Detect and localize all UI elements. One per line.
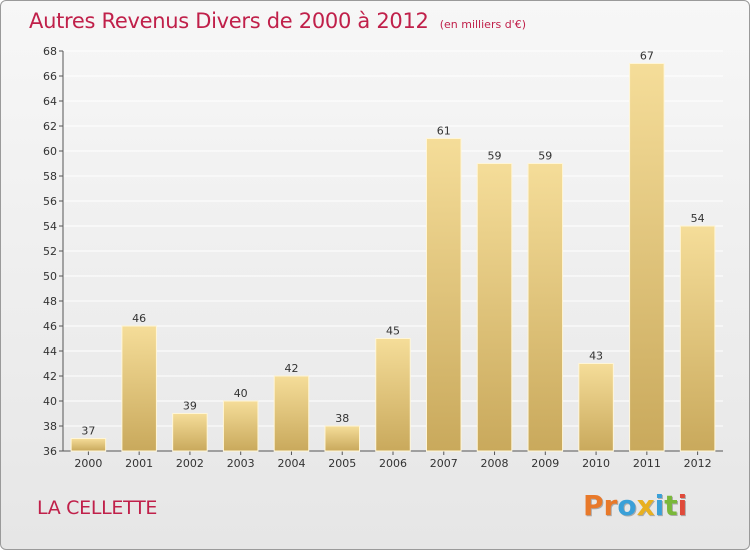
bar-2001 <box>121 325 157 452</box>
x-tick-label-2012: 2012 <box>684 457 712 470</box>
bar-2004 <box>273 375 310 452</box>
proxiti-logo: Proxiti <box>583 489 687 522</box>
x-tick-label-2009: 2009 <box>531 457 559 470</box>
x-tick-label-2010: 2010 <box>582 457 610 470</box>
bar-2006 <box>375 338 411 452</box>
x-tick-label-2005: 2005 <box>328 457 356 470</box>
y-tick-label: 58 <box>43 170 57 183</box>
data-label-2006: 45 <box>386 325 400 338</box>
x-tick-label-2001: 2001 <box>125 457 153 470</box>
bar-2009 <box>527 163 564 452</box>
data-label-2004: 42 <box>284 362 298 375</box>
data-label-2000: 37 <box>81 425 95 438</box>
chart-title: Autres Revenus Divers de 2000 à 2012 (en… <box>29 9 526 33</box>
data-label-2003: 40 <box>234 387 248 400</box>
bar-2005 <box>324 425 360 452</box>
x-tick-label-2011: 2011 <box>633 457 661 470</box>
y-tick-label: 56 <box>43 195 57 208</box>
logo-letter: i <box>654 489 665 522</box>
data-label-2007: 61 <box>437 125 451 138</box>
data-label-2002: 39 <box>183 400 197 413</box>
data-label-2011: 67 <box>640 50 654 63</box>
y-tick-label: 42 <box>43 370 57 383</box>
y-tick-label: 50 <box>43 270 57 283</box>
x-tick-label-2007: 2007 <box>430 457 458 470</box>
logo-letter: i <box>677 489 688 522</box>
data-label-2012: 54 <box>691 212 705 225</box>
logo-letter: P <box>583 489 604 522</box>
bar-2008 <box>476 163 513 452</box>
bar-2012 <box>679 225 716 452</box>
x-tick-label-2002: 2002 <box>176 457 204 470</box>
y-tick-label: 38 <box>43 420 57 433</box>
chart-title-main: Autres Revenus Divers de 2000 à 2012 <box>29 9 429 33</box>
y-tick-label: 64 <box>43 95 57 108</box>
y-tick-label: 44 <box>43 345 57 358</box>
logo-letter: r <box>603 489 618 522</box>
bar-2011 <box>629 63 665 452</box>
data-label-2001: 46 <box>132 312 146 325</box>
y-tick-label: 36 <box>43 445 57 458</box>
data-label-2005: 38 <box>335 412 349 425</box>
logo-letter: x <box>636 489 655 522</box>
chart-subtitle: (en milliers d'€) <box>439 18 526 31</box>
bar-2010 <box>578 363 614 452</box>
x-tick-label-2004: 2004 <box>277 457 305 470</box>
labels: 36 38 40 42 44 46 48 50 52 54 56 58 60 62 64 66 68 37 2000… <box>43 45 712 470</box>
y-tick-label: 48 <box>43 295 57 308</box>
x-tick-label-2000: 2000 <box>74 457 102 470</box>
bars <box>70 63 716 452</box>
data-label-2010: 43 <box>589 350 603 363</box>
y-tick-label: 62 <box>43 120 57 133</box>
y-tick-label: 66 <box>43 70 57 83</box>
logo-letter: t <box>664 489 678 522</box>
x-tick-label-2008: 2008 <box>481 457 509 470</box>
data-label-2008: 59 <box>488 150 502 163</box>
x-tick-label-2003: 2003 <box>227 457 255 470</box>
commune-name: LA CELLETTE <box>37 497 158 519</box>
y-tick-label: 68 <box>43 45 57 58</box>
y-tick-label: 40 <box>43 395 57 408</box>
y-tick-label: 60 <box>43 145 57 158</box>
y-tick-label: 54 <box>43 220 57 233</box>
y-tick-label: 46 <box>43 320 57 333</box>
bar-2002 <box>172 413 208 452</box>
data-label-2009: 59 <box>538 150 552 163</box>
y-tick-label: 52 <box>43 245 57 258</box>
bar-2000 <box>70 438 107 452</box>
x-tick-label-2006: 2006 <box>379 457 407 470</box>
bar-2003 <box>222 400 259 452</box>
bar-2007 <box>426 138 462 452</box>
logo-letter: o <box>617 489 637 522</box>
